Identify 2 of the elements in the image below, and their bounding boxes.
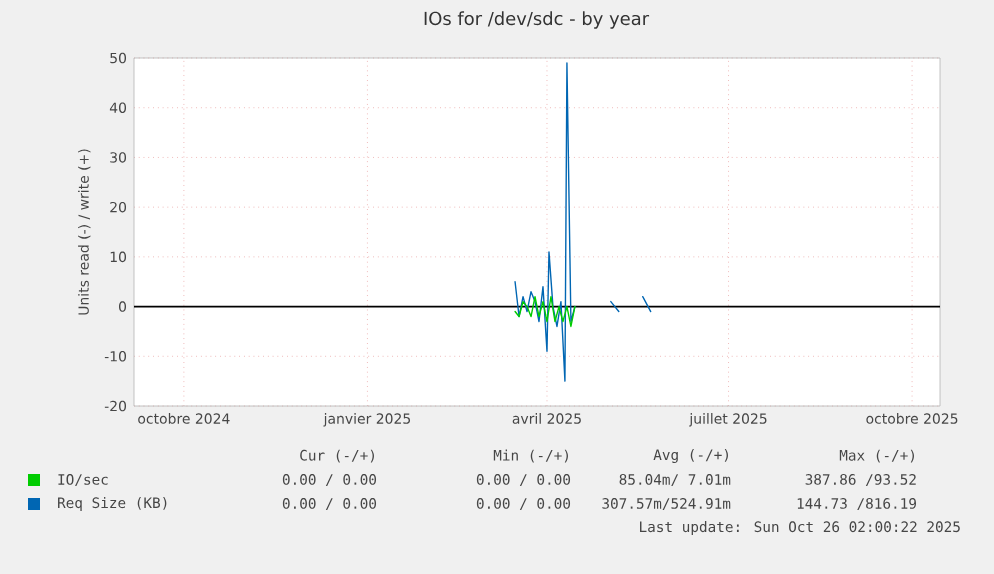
chart-title: IOs for /dev/sdc - by year: [424, 11, 650, 29]
line-series: [514, 295, 576, 328]
